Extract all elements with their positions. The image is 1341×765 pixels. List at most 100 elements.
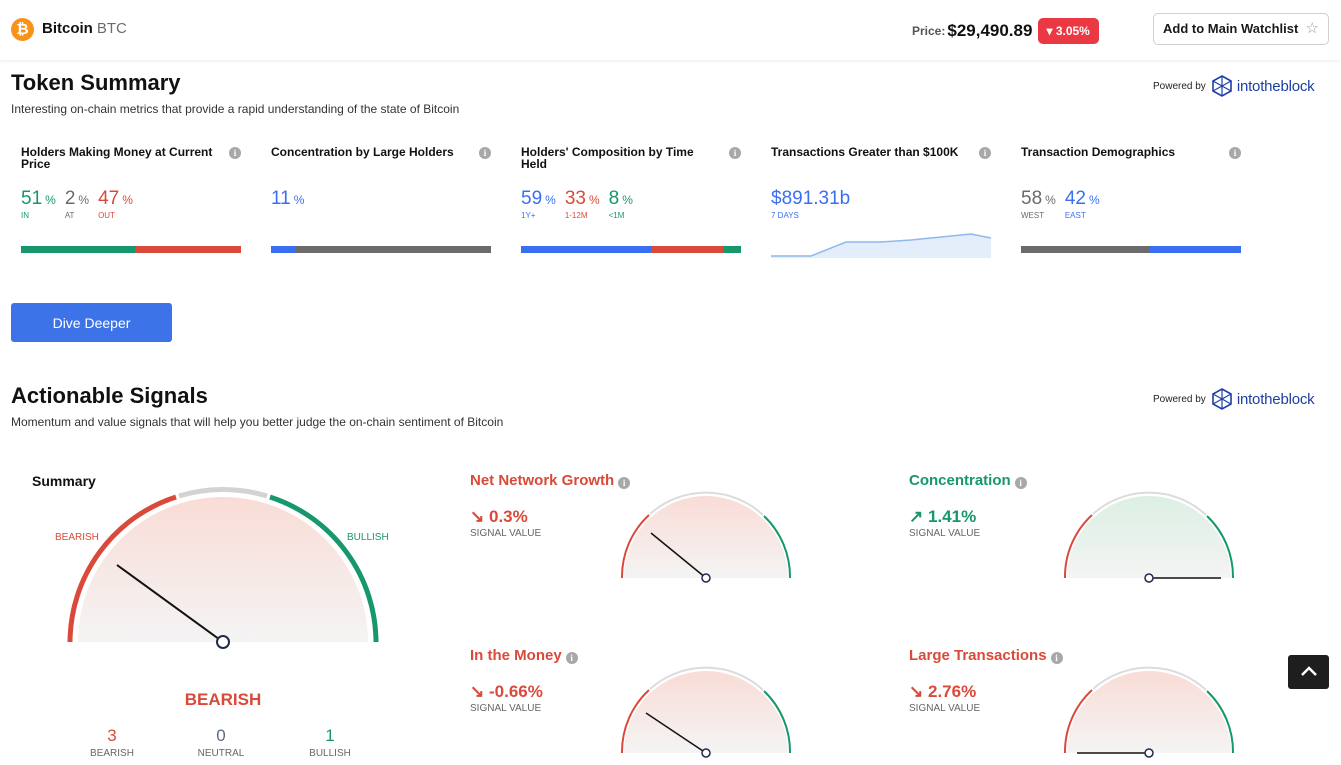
metric-values: 59% 1Y+ 33% 1-12M 8% <1M bbox=[521, 188, 642, 220]
info-icon[interactable]: i bbox=[565, 652, 578, 664]
metric-title: Concentration by Large Holders bbox=[271, 145, 454, 159]
info-icon[interactable]: i bbox=[229, 147, 241, 159]
info-icon[interactable]: i bbox=[1050, 652, 1063, 664]
net-network-growth-gauge bbox=[620, 491, 792, 583]
intotheblock-logo[interactable]: intotheblock bbox=[1211, 388, 1315, 410]
metric-progress-bar bbox=[271, 246, 491, 253]
metric-value-1-12m: 33% 1-12M bbox=[564, 188, 600, 220]
metric-transaction-demographics[interactable]: Transaction Demographics i 58% WEST 42% EA… bbox=[1021, 146, 1243, 258]
metric-value-volume: $891.31b 7 DAYS bbox=[771, 188, 851, 220]
signal-concentration-value: ↗ 1.41% bbox=[909, 507, 977, 526]
dive-deeper-button[interactable]: Dive Deeper bbox=[11, 303, 172, 342]
metric-values: 58% WEST 42% EAST bbox=[1021, 188, 1109, 220]
arrow-down-right-icon: ↘ bbox=[470, 682, 485, 701]
arrow-down-right-icon: ↘ bbox=[909, 682, 924, 701]
price-label: Price: bbox=[912, 24, 946, 38]
signal-large-transactions-value: ↘ 2.76% bbox=[909, 682, 977, 701]
in-the-money-gauge bbox=[620, 666, 792, 758]
metric-progress-bar bbox=[1021, 246, 1241, 253]
info-icon[interactable]: i bbox=[729, 147, 741, 159]
bar-segment-out bbox=[135, 246, 241, 253]
arrow-down-right-icon: ↘ bbox=[470, 507, 485, 526]
signal-value-label: SIGNAL VALUE bbox=[909, 703, 981, 714]
signal-in-the-money-value: ↘ -0.66% bbox=[470, 682, 543, 701]
bitcoin-logo-icon: ₿ bbox=[11, 18, 34, 41]
add-to-watchlist-button[interactable]: Add to Main Watchlist ☆ bbox=[1153, 13, 1329, 45]
gauge-needle bbox=[116, 564, 224, 643]
metric-concentration[interactable]: Concentration by Large Holders i 11% bbox=[271, 146, 493, 258]
metric-holders-making-money[interactable]: Holders Making Money at Current Price i … bbox=[21, 146, 243, 258]
count-neutral: 0 NEUTRAL bbox=[197, 726, 245, 759]
watchlist-label: Add to Main Watchlist bbox=[1163, 21, 1299, 36]
info-icon[interactable]: i bbox=[979, 147, 991, 159]
count-bullish: 1 BULLISH bbox=[309, 726, 351, 759]
summary-gauge bbox=[67, 487, 379, 649]
signal-concentration-title: Concentration i bbox=[909, 472, 1027, 489]
metric-values: 51% IN 2% AT 47% OUT bbox=[21, 188, 142, 220]
bar-segment-in bbox=[21, 246, 136, 253]
powered-by-label: Powered by bbox=[1153, 80, 1206, 92]
signal-in-the-money-title: In the Money i bbox=[470, 647, 578, 664]
metric-progress-bar bbox=[21, 246, 241, 253]
bar-segment-rest bbox=[295, 246, 491, 253]
token-summary-title: Token Summary bbox=[11, 70, 181, 95]
signal-large-transactions-title: Large Transactions i bbox=[909, 647, 1063, 664]
caret-down-icon: ▾ bbox=[1046, 24, 1053, 38]
provider-name: intotheblock bbox=[1236, 77, 1315, 95]
signal-value-label: SIGNAL VALUE bbox=[470, 703, 542, 714]
metric-title: Holders' Composition by Time Held bbox=[521, 145, 694, 171]
metric-title: Transactions Greater than $100K bbox=[771, 145, 959, 159]
powered-by: Powered by intotheblock bbox=[1153, 388, 1315, 410]
metric-value-west: 58% WEST bbox=[1021, 188, 1056, 220]
metric-value-east: 42% EAST bbox=[1064, 188, 1100, 220]
bar-segment-large bbox=[271, 246, 296, 253]
signal-net-network-growth-value: ↘ 0.3% bbox=[470, 507, 528, 526]
token-summary-subtitle: Interesting on-chain metrics that provid… bbox=[11, 102, 460, 116]
arrow-up-right-icon: ↗ bbox=[909, 507, 924, 526]
powered-by-label: Powered by bbox=[1153, 393, 1206, 405]
concentration-gauge bbox=[1063, 491, 1235, 583]
metric-value-1y: 59% 1Y+ bbox=[521, 188, 556, 220]
provider-name: intotheblock bbox=[1236, 390, 1315, 408]
coin-title: Bitcoin BTC bbox=[42, 20, 127, 37]
metric-holders-composition[interactable]: Holders' Composition by Time Held i 59% 1… bbox=[521, 146, 743, 258]
actionable-signals-title: Actionable Signals bbox=[11, 383, 208, 408]
star-icon: ☆ bbox=[1305, 20, 1319, 37]
metric-value-out: 47% OUT bbox=[98, 188, 133, 220]
powered-by: Powered by intotheblock bbox=[1153, 75, 1315, 97]
actionable-signals-subtitle: Momentum and value signals that will hel… bbox=[11, 415, 504, 429]
metric-value-large-holders: 11% bbox=[271, 188, 305, 209]
gauge-bearish-label: BEARISH bbox=[55, 532, 99, 543]
info-icon[interactable]: i bbox=[479, 147, 491, 159]
metric-title: Transaction Demographics bbox=[1021, 145, 1176, 159]
price-change-badge: ▾ 3.05% bbox=[1038, 18, 1099, 44]
sparkline-chart bbox=[771, 233, 991, 258]
metric-values: $891.31b 7 DAYS bbox=[771, 188, 859, 220]
summary-verdict: BEARISH bbox=[184, 690, 262, 709]
price-change-value: 3.05% bbox=[1055, 24, 1090, 38]
price-value: $29,490.89 bbox=[947, 21, 1033, 40]
top-bar: ₿ Bitcoin BTC Price: $29,490.89 ▾ 3.05% A… bbox=[0, 0, 1341, 60]
info-icon[interactable]: i bbox=[618, 477, 631, 489]
scroll-to-top-button[interactable] bbox=[1288, 655, 1329, 689]
info-icon[interactable]: i bbox=[1229, 147, 1241, 159]
intotheblock-logo-icon bbox=[1212, 75, 1232, 97]
info-icon[interactable]: i bbox=[1014, 477, 1027, 489]
metric-values: 11% bbox=[271, 188, 313, 210]
metric-value-in: 51% IN bbox=[21, 188, 56, 220]
metric-title: Holders Making Money at Current Price bbox=[21, 145, 213, 171]
coin-symbol: BTC bbox=[96, 20, 127, 37]
signal-value-label: SIGNAL VALUE bbox=[909, 528, 981, 539]
price-display: Price: $29,490.89 ▾ 3.05% bbox=[912, 18, 1099, 44]
intotheblock-logo-icon bbox=[1212, 388, 1232, 410]
summary-title: Summary bbox=[32, 473, 96, 489]
metric-value-1m: 8% <1M bbox=[608, 188, 633, 220]
metric-progress-bar bbox=[521, 246, 741, 253]
coin-name: Bitcoin bbox=[42, 20, 93, 37]
gauge-bullish-label: BULLISH bbox=[347, 532, 389, 543]
signal-value-label: SIGNAL VALUE bbox=[470, 528, 542, 539]
intotheblock-logo[interactable]: intotheblock bbox=[1211, 75, 1315, 97]
metric-large-transactions[interactable]: Transactions Greater than $100K i $891.3… bbox=[771, 146, 993, 258]
large-transactions-gauge bbox=[1063, 666, 1235, 758]
signal-net-network-growth-title: Net Network Growth i bbox=[470, 472, 631, 489]
